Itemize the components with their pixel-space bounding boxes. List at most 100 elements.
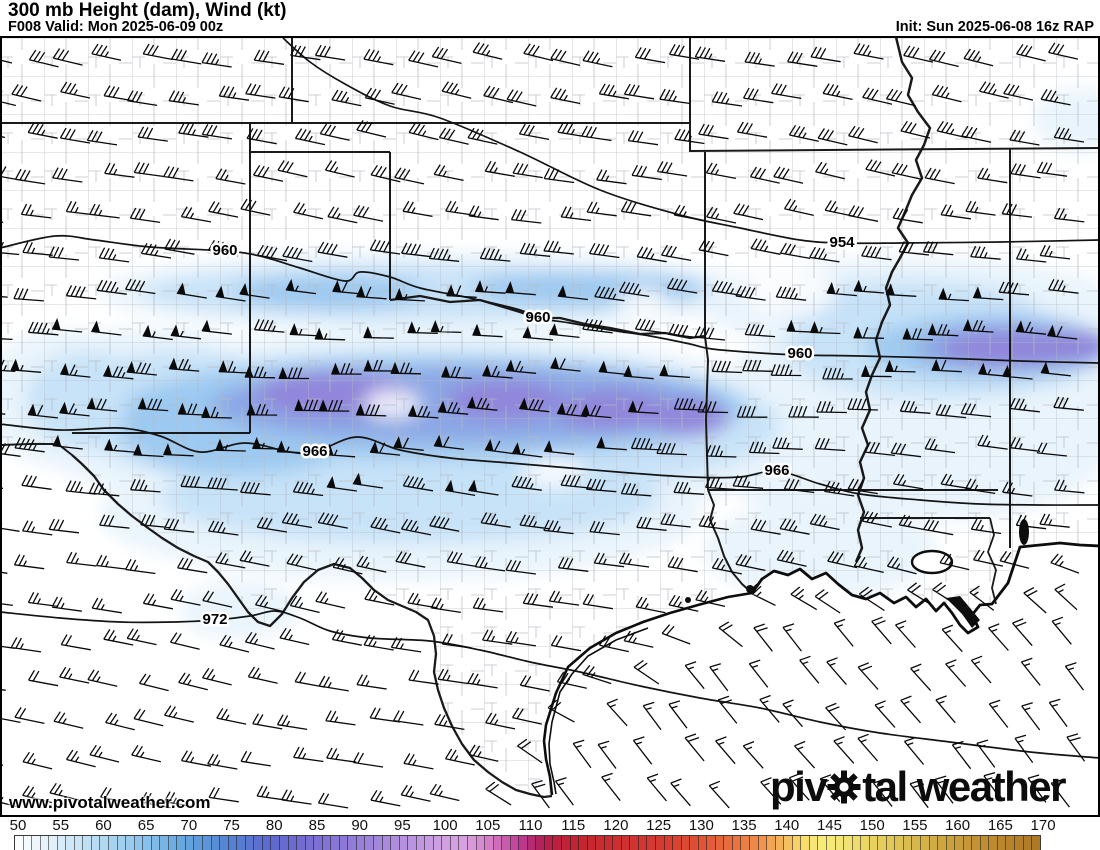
colorbar-tick-label: 100	[432, 817, 458, 834]
colorbar-cell	[835, 836, 845, 850]
colorbar-cell	[314, 836, 323, 850]
colorbar-cell	[604, 836, 614, 850]
colorbar-cell	[579, 836, 588, 850]
colorbar-cell	[467, 836, 477, 850]
colorbar-cell	[553, 836, 562, 850]
colorbar-cell	[373, 836, 383, 850]
colorbar-cell	[91, 836, 101, 850]
colorbar-cell	[647, 836, 657, 850]
colorbar-cell	[775, 836, 785, 850]
colorbar-cell	[809, 836, 819, 850]
colorbar: 50 55 60 65 70 75 80 85 90 95 100 105 110 115 120 125 13…	[0, 817, 1100, 850]
colorbar-cell	[886, 836, 896, 850]
colorbar-cell	[177, 836, 186, 850]
watermark-url: www.pivotalweather.com	[9, 793, 211, 812]
colorbar-gradient	[14, 835, 1041, 850]
colorbar-cell	[732, 836, 742, 850]
colorbar-cell	[83, 836, 92, 850]
colorbar-tick-label: 155	[902, 817, 928, 834]
rivers	[71, 37, 997, 799]
colorbar-cell	[613, 836, 622, 850]
colorbar-cell	[878, 836, 887, 850]
colorbar-cell	[228, 836, 238, 850]
colorbar-cell	[450, 836, 460, 850]
colorbar-cell	[912, 836, 921, 850]
colorbar-cell	[963, 836, 973, 850]
colorbar-cell	[391, 836, 400, 850]
colorbar-cell	[1014, 836, 1024, 850]
colorbar-cell	[100, 836, 110, 850]
colorbar-cell	[476, 836, 486, 850]
contour-labels: 954 960 960 960 966 966 972	[200, 231, 858, 630]
colorbar-cell	[767, 836, 776, 850]
colorbar-cell	[895, 836, 904, 850]
contour-label: 960	[525, 309, 550, 326]
colorbar-cell	[339, 836, 349, 850]
colorbar-cell	[510, 836, 520, 850]
colorbar-cell	[903, 836, 913, 850]
colorbar-cell	[66, 836, 75, 850]
colorbar-cell	[416, 836, 426, 850]
colorbar-cell	[920, 836, 930, 850]
colorbar-cell	[485, 836, 494, 850]
colorbar-tick-label: 75	[223, 817, 240, 834]
colorbar-cell	[621, 836, 631, 850]
colorbar-cell	[220, 836, 229, 850]
colorbar-cell	[972, 836, 981, 850]
colorbar-cell	[861, 836, 870, 850]
contour-label: 960	[212, 242, 237, 259]
colorbar-tick-label: 80	[265, 817, 283, 834]
colorbar-cell	[134, 836, 144, 850]
map-frame	[0, 36, 1100, 817]
colorbar-cell	[750, 836, 759, 850]
colorbar-cell	[237, 836, 246, 850]
colorbar-tick-label: 110	[518, 817, 543, 834]
colorbar-cell	[852, 836, 862, 850]
colorbar-tick-label: 65	[137, 817, 155, 834]
colorbar-tick-label: 135	[731, 817, 757, 834]
colorbar-cell	[724, 836, 733, 850]
colorbar-cell	[562, 836, 571, 850]
colorbar-cell	[49, 836, 58, 850]
colorbar-cell	[929, 836, 939, 850]
colorbar-cell	[1006, 836, 1015, 850]
colorbar-cell	[211, 836, 221, 850]
colorbar-cell	[536, 836, 545, 850]
colorbar-tick-label: 150	[859, 817, 885, 834]
contour-label: 960	[787, 345, 812, 362]
colorbar-cell	[442, 836, 451, 850]
colorbar-cell	[656, 836, 665, 850]
colorbar-cell	[262, 836, 272, 850]
contour-label: 972	[202, 611, 227, 628]
colorbar-cell	[818, 836, 827, 850]
colorbar-cell	[57, 836, 67, 850]
colorbar-cell	[322, 836, 332, 850]
colorbar-cell	[32, 836, 41, 850]
height-contours	[1, 37, 1099, 759]
colorbar-cell	[126, 836, 135, 850]
colorbar-cell	[801, 836, 810, 850]
colorbar-cell	[40, 836, 50, 850]
colorbar-tick-label: 125	[646, 817, 672, 834]
header: 300 mb Height (dam), Wind (kt) F008 Vali…	[0, 0, 1100, 36]
colorbar-cell	[980, 836, 990, 850]
colorbar-cell	[23, 836, 33, 850]
colorbar-cell	[938, 836, 947, 850]
colorbar-cell	[1032, 836, 1040, 850]
colorbar-cell	[185, 836, 195, 850]
gear-icon	[827, 769, 861, 811]
colorbar-cell	[596, 836, 605, 850]
colorbar-cell	[681, 836, 691, 850]
colorbar-cell	[715, 836, 725, 850]
colorbar-tick-label: 170	[1030, 817, 1056, 834]
logo-text-piv: piv	[770, 763, 828, 810]
colorbar-cell	[792, 836, 802, 850]
colorbar-cell	[408, 836, 417, 850]
colorbar-cell	[74, 836, 84, 850]
colorbar-cell	[638, 836, 648, 850]
map-canvas: 954 960 960 960 966 966 972	[0, 36, 1100, 817]
wind-barbs	[1, 42, 1086, 809]
colorbar-cell	[425, 836, 434, 850]
colorbar-tick-label: 85	[308, 817, 326, 834]
